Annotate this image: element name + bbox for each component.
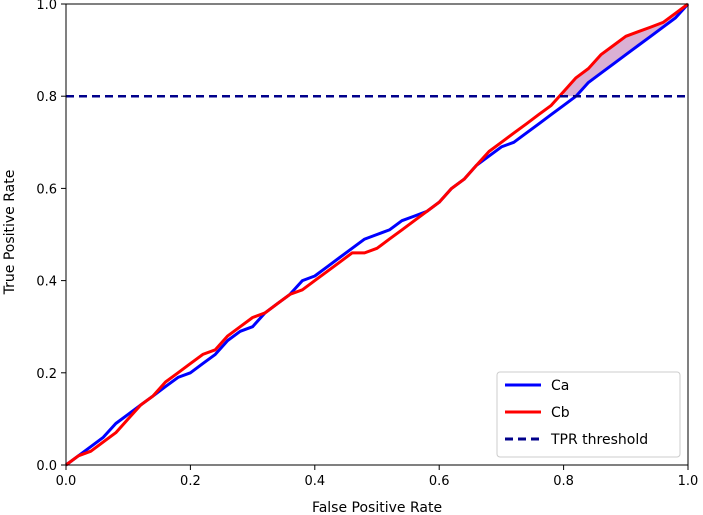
y-tick-label: 0.2 <box>36 367 57 382</box>
legend: Ca Cb TPR threshold <box>496 371 681 458</box>
shaded-region <box>563 4 688 97</box>
x-tick-label: 0.0 <box>56 474 77 489</box>
legend-box <box>496 371 681 458</box>
legend-label-ca: Ca <box>551 378 569 394</box>
x-tick-label: 1.0 <box>678 474 699 489</box>
legend-label-cb: Cb <box>551 405 570 421</box>
y-tick-label: 0.0 <box>36 459 57 474</box>
x-tick-label: 0.6 <box>429 474 450 489</box>
x-axis: 0.0 0.2 0.4 0.6 0.8 1.0 <box>56 465 699 489</box>
x-tick-label: 0.8 <box>553 474 574 489</box>
x-tick-label: 0.4 <box>304 474 325 489</box>
series-line-ca <box>65 2 690 467</box>
legend-label-threshold: TPR threshold <box>550 432 648 448</box>
plot-area <box>65 2 690 467</box>
y-axis: 0.0 0.2 0.4 0.6 0.8 1.0 <box>36 0 66 474</box>
y-tick-label: 1.0 <box>36 0 57 13</box>
y-tick-label: 0.6 <box>36 182 57 197</box>
y-tick-label: 0.4 <box>36 275 57 290</box>
x-axis-label: False Positive Rate <box>312 500 442 515</box>
series-line-cb <box>65 2 689 467</box>
x-tick-label: 0.2 <box>180 474 201 489</box>
plot-frame <box>65 3 689 466</box>
y-tick-label: 0.8 <box>36 90 57 105</box>
y-axis-label: True Positive Rate <box>2 170 18 296</box>
